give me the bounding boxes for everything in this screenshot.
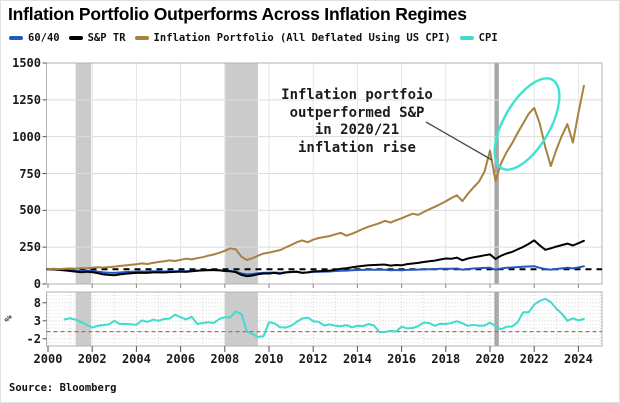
x-tick-label: 2018 [431, 352, 461, 366]
y-tick-label: 0 [33, 277, 41, 291]
annotation-line: in 2020/21 [314, 122, 400, 138]
y-tick-label: 250 [19, 240, 41, 255]
legend-item-cpi: CPI [459, 32, 498, 44]
source-label: Source: Bloomberg [9, 382, 117, 394]
x-tick-label: 2016 [387, 352, 417, 366]
y-tick-label: 1250 [12, 92, 41, 107]
legend-swatch-cpi [459, 36, 474, 40]
y-tick-label: 1000 [12, 129, 41, 144]
annotation-line: outperformed S&P [289, 104, 425, 121]
x-tick-label: 2000 [33, 352, 63, 366]
legend-label: S&P TR [87, 32, 126, 44]
x-tick-label: 2024 [563, 352, 593, 366]
y-tick-label: 500 [19, 203, 41, 218]
x-tick-label: 2012 [298, 352, 328, 366]
x-tick-label: 2006 [166, 352, 196, 366]
legend-item-sp-tr: S&P TR [68, 32, 126, 44]
annotation-line: inflation rise [297, 139, 416, 156]
legend-label: CPI [478, 32, 498, 44]
legend-label: 60/40 [28, 32, 60, 44]
cpi-y-tick-label: 8 [33, 295, 41, 310]
legend-swatch-60-40 [9, 36, 23, 40]
legend-item-inflation-portfolio: Inflation Portfolio (All Deflated Using … [134, 32, 451, 44]
legend: 60/40 S&P TR Inflation Portfolio (All De… [9, 32, 507, 44]
x-tick-label: 2004 [121, 352, 151, 366]
x-tick-label: 2020 [475, 352, 505, 366]
legend-label: Inflation Portfolio (All Deflated Using … [153, 32, 451, 44]
y-tick-label: 750 [19, 166, 41, 181]
legend-swatch-sp-tr [68, 36, 83, 40]
legend-item-60-40: 60/40 [9, 32, 60, 44]
x-tick-label: 2008 [210, 352, 240, 366]
annotation-line: Inflation portfoio [281, 87, 433, 103]
x-tick-label: 2014 [342, 352, 372, 366]
chart-title: Inflation Portfolio Outperforms Across I… [8, 4, 467, 24]
legend-swatch-inflation-portfolio [134, 36, 149, 40]
x-tick-label: 2022 [519, 352, 549, 366]
cpi-y-tick-label: 3 [33, 313, 41, 328]
cpi-y-tick-label: -2 [26, 331, 41, 346]
y-tick-label: 1500 [12, 56, 41, 70]
x-tick-label: 2002 [77, 352, 107, 366]
annotation-callout: Inflation portfoio outperformed S&P in 2… [248, 87, 466, 157]
x-tick-label: 2010 [254, 352, 284, 366]
